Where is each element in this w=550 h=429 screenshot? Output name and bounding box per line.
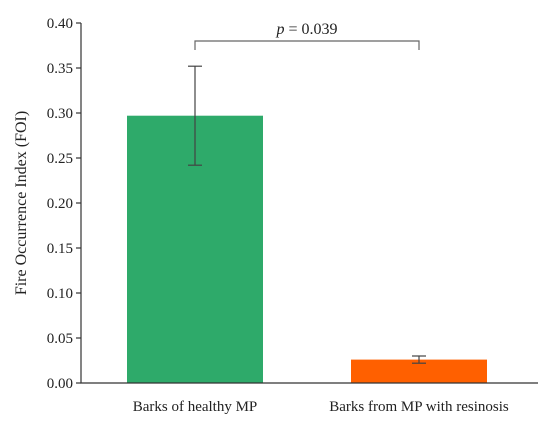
p-symbol: p <box>275 21 284 38</box>
p-value-label: p = 0.039 <box>275 21 337 38</box>
x-tick-label: Barks of healthy MP <box>133 399 258 415</box>
bar <box>351 359 487 383</box>
x-axis-labels: Barks of healthy MP Barks from MP with re… <box>133 399 509 415</box>
axes <box>80 23 538 384</box>
y-axis-ticks: 0.00 0.05 0.10 0.15 0.20 0.25 0.30 0.35 0.40 <box>47 16 81 392</box>
significance-bracket <box>194 40 420 50</box>
p-value: = 0.039 <box>284 21 337 38</box>
y-tick-label: 0.00 <box>47 376 73 392</box>
y-tick-label: 0.10 <box>47 286 73 302</box>
y-tick-label: 0.35 <box>47 61 73 77</box>
error-bars <box>188 65 426 364</box>
y-tick-label: 0.40 <box>47 16 73 32</box>
y-tick-label: 0.25 <box>47 151 73 167</box>
y-tick-label: 0.05 <box>47 331 73 347</box>
x-tick-label: Barks from MP with resinosis <box>329 399 509 415</box>
bars <box>127 115 487 383</box>
significance-annotation: p = 0.039 <box>194 21 420 50</box>
y-tick-label: 0.20 <box>47 196 73 212</box>
y-axis-title: Fire Occurrence Index (FOI) <box>13 111 30 295</box>
y-tick-label: 0.30 <box>47 106 73 122</box>
y-tick-label: 0.15 <box>47 241 73 257</box>
